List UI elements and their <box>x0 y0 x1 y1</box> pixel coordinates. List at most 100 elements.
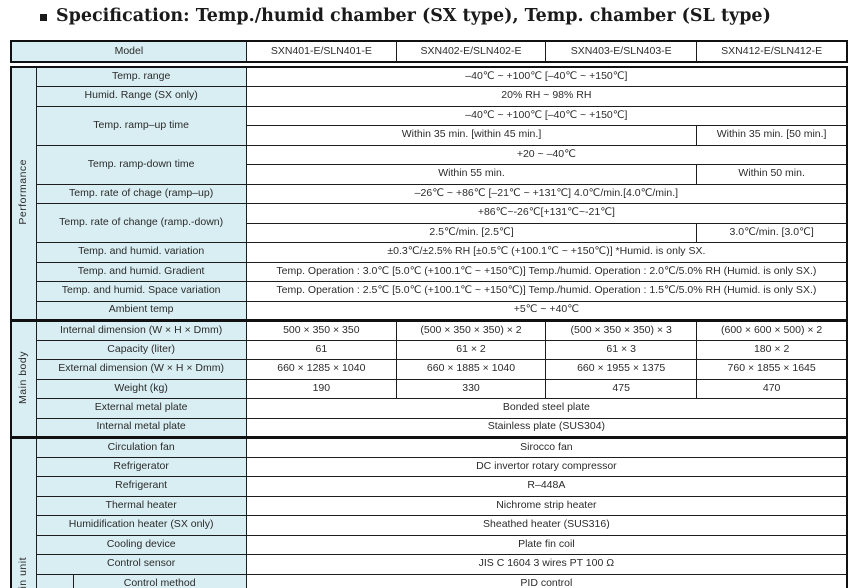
spec-table-header: Model SXN401-E/SLN401-E SXN402-E/SLN402-… <box>10 40 848 63</box>
value-ambient: +5℃ ~ +40℃ <box>245 300 848 321</box>
spec-table-body: Performance Temp. range –40℃ ~ +100℃ [–4… <box>10 66 848 588</box>
value-ramp-up-time-cols123: Within 35 min. [within 45 min.] <box>245 125 698 146</box>
table-row: Temp. ramp-down time +20 ~ –40℃ <box>11 144 848 185</box>
value-ramp-up-range: –40℃ ~ +100℃ [–40℃ ~ +150℃] <box>245 105 848 126</box>
model-name-col2: SXN402-E/SLN402-E <box>395 40 547 63</box>
row-label-space-variation: Temp. and humid. Space variation <box>35 281 247 302</box>
row-label-external-dim: External dimension (W × H × Dmm) <box>35 359 247 380</box>
model-name-col4: SXN412-E/SLN412-E <box>696 40 848 63</box>
row-label-cooling-device: Cooling device <box>35 534 247 555</box>
row-label-rate-down: Temp. rate of change (ramp.-down) <box>35 203 247 243</box>
value-rate-down-cols123: 2.5℃/min. [2.5℃] <box>245 222 698 243</box>
section-performance-label: Performance <box>16 158 29 225</box>
value-weight-3: 475 <box>545 378 698 399</box>
row-label-internal-plate: Internal metal plate <box>35 417 247 438</box>
value-weight-2: 330 <box>395 378 547 399</box>
row-label-refrigerator: Refrigerator <box>35 456 247 477</box>
row-label-circulation-fan: Circulation fan <box>35 436 247 458</box>
table-row: Performance Temp. range –40℃ ~ +100℃ [–4… <box>10 66 848 321</box>
value-control-sensor: JIS C 1604 3 wires PT 100 Ω <box>245 554 848 575</box>
spec-table: Model SXN401-E/SLN401-E SXN402-E/SLN402-… <box>10 40 848 588</box>
table-row: Ambient temp +5℃ ~ +40℃ <box>11 300 848 321</box>
value-ramp-up-time-col4: Within 35 min. [50 min.] <box>696 125 848 146</box>
table-row: Temp. rate of change (ramp.-down) +86℃~-… <box>11 203 848 243</box>
row-label-control-sensor: Control sensor <box>35 554 247 575</box>
value-temp-range: –40℃ ~ +100℃ [–40℃ ~ +150℃] <box>245 66 848 87</box>
table-row: Weight (kg) 190 330 475 470 <box>11 378 848 399</box>
page-title-row: Specification: Temp./humid chamber (SX t… <box>40 6 771 26</box>
model-header-label: Model <box>10 40 247 63</box>
value-control-method: PID control <box>245 573 848 588</box>
value-gradient: Temp. Operation : 3.0℃ [5.0℃ (+100.1℃ ~ … <box>245 261 848 282</box>
value-capacity-4: 180 × 2 <box>696 339 848 360</box>
row-label-control-method: Control method <box>72 573 247 588</box>
value-capacity-1: 61 <box>245 339 397 360</box>
table-row: Temp. and humid. variation ±0.3℃/±2.5% R… <box>11 242 848 263</box>
value-ramp-down-time-col4: Within 50 min. <box>696 164 848 185</box>
row-label-ambient: Ambient temp <box>35 300 247 321</box>
table-row: Internal metal plate Stainless plate (SU… <box>11 417 848 438</box>
row-label-gradient: Temp. and humid. Gradient <box>35 261 247 282</box>
value-humid-range: 20% RH ~ 98% RH <box>245 86 848 107</box>
row-label-humid-range: Humid. Range (SX only) <box>35 86 247 107</box>
value-external-dim-2: 660 × 1885 × 1040 <box>395 359 547 380</box>
value-internal-plate: Stainless plate (SUS304) <box>245 417 848 438</box>
value-internal-dim-2: (500 × 350 × 350) × 2 <box>395 319 547 341</box>
value-circulation-fan: Sirocco fan <box>245 436 848 458</box>
row-label-temp-range: Temp. range <box>35 66 247 87</box>
value-ramp-down-range: +20 ~ –40℃ <box>245 144 848 165</box>
row-label-internal-dim: Internal dimension (W × H × Dmm) <box>35 319 247 341</box>
table-row: Refrigerant R–448A <box>11 476 848 497</box>
value-rate-down-range: +86℃~-26℃[+131℃~-21℃] <box>245 203 848 224</box>
table-row: Temp. and humid. Gradient Temp. Operatio… <box>11 261 848 282</box>
value-rate-up: –26℃ ~ +86℃ [–21℃ ~ +131℃] 4.0℃/min.[4.0… <box>245 183 848 204</box>
row-label-thermal-heater: Thermal heater <box>35 495 247 516</box>
table-row: Refrigerator DC invertor rotary compress… <box>11 456 848 477</box>
table-row: Temp. ramp–up time –40℃ ~ +100℃ [–40℃ ~ … <box>11 105 848 146</box>
row-label-weight: Weight (kg) <box>35 378 247 399</box>
page-title: Specification: Temp./humid chamber (SX t… <box>56 6 771 26</box>
section-main-unit-label: Main unit <box>16 557 29 588</box>
row-label-variation: Temp. and humid. variation <box>35 242 247 263</box>
value-refrigerant: R–448A <box>245 476 848 497</box>
value-external-plate: Bonded steel plate <box>245 398 848 419</box>
section-performance: Performance <box>10 66 37 321</box>
section-main-unit: Main unit <box>10 436 37 588</box>
value-internal-dim-3: (500 × 350 × 350) × 3 <box>545 319 698 341</box>
value-humidification-heater: Sheathed heater (SUS316) <box>245 515 848 536</box>
value-external-dim-1: 660 × 1285 × 1040 <box>245 359 397 380</box>
row-label-refrigerant: Refrigerant <box>35 476 247 497</box>
row-label-capacity: Capacity (liter) <box>35 339 247 360</box>
value-space-variation: Temp. Operation : 2.5℃ [5.0℃ (+100.1℃ ~ … <box>245 281 848 302</box>
value-internal-dim-4: (600 × 600 × 500) × 2 <box>696 319 848 341</box>
section-main-body-label: Main body <box>16 350 29 404</box>
value-weight-4: 470 <box>696 378 848 399</box>
value-thermal-heater: Nichrome strip heater <box>245 495 848 516</box>
table-row: Control sensor JIS C 1604 3 wires PT 100… <box>11 554 848 575</box>
table-row: Cooling device Plate fin coil <box>11 534 848 555</box>
table-row: Temp. rate of chage (ramp–up) –26℃ ~ +86… <box>11 183 848 204</box>
model-name-col1: SXN401-E/SLN401-E <box>245 40 397 63</box>
value-external-dim-3: 660 × 1955 × 1375 <box>545 359 698 380</box>
value-external-dim-4: 760 × 1855 × 1645 <box>696 359 848 380</box>
table-row: Humid. Range (SX only) 20% RH ~ 98% RH <box>11 86 848 107</box>
row-label-rate-up: Temp. rate of chage (ramp–up) <box>35 183 247 204</box>
value-capacity-2: 61 × 2 <box>395 339 547 360</box>
table-row: Within 35 min. [within 45 min.] Within 3… <box>11 125 848 146</box>
table-row: Control method PID control <box>11 573 848 588</box>
value-ramp-down-time-cols123: Within 55 min. <box>245 164 698 185</box>
value-capacity-3: 61 × 3 <box>545 339 698 360</box>
value-weight-1: 190 <box>245 378 397 399</box>
table-row: Capacity (liter) 61 61 × 2 61 × 3 180 × … <box>11 339 848 360</box>
value-rate-down-col4: 3.0℃/min. [3.0℃] <box>696 222 848 243</box>
table-row: Thermal heater Nichrome strip heater <box>11 495 848 516</box>
section-main-body: Main body <box>10 319 37 438</box>
table-row: Main body Internal dimension (W × H × Dm… <box>10 319 848 438</box>
row-label-ramp-down: Temp. ramp-down time <box>35 144 247 185</box>
bullet-square-icon <box>40 13 47 21</box>
table-row: Temp. and humid. Space variation Temp. O… <box>11 281 848 302</box>
value-variation: ±0.3℃/±2.5% RH [±0.5℃ (+100.1℃ ~ +150℃)]… <box>245 242 848 263</box>
value-refrigerator: DC invertor rotary compressor <box>245 456 848 477</box>
model-header-row: Model SXN401-E/SLN401-E SXN402-E/SLN402-… <box>10 40 848 63</box>
